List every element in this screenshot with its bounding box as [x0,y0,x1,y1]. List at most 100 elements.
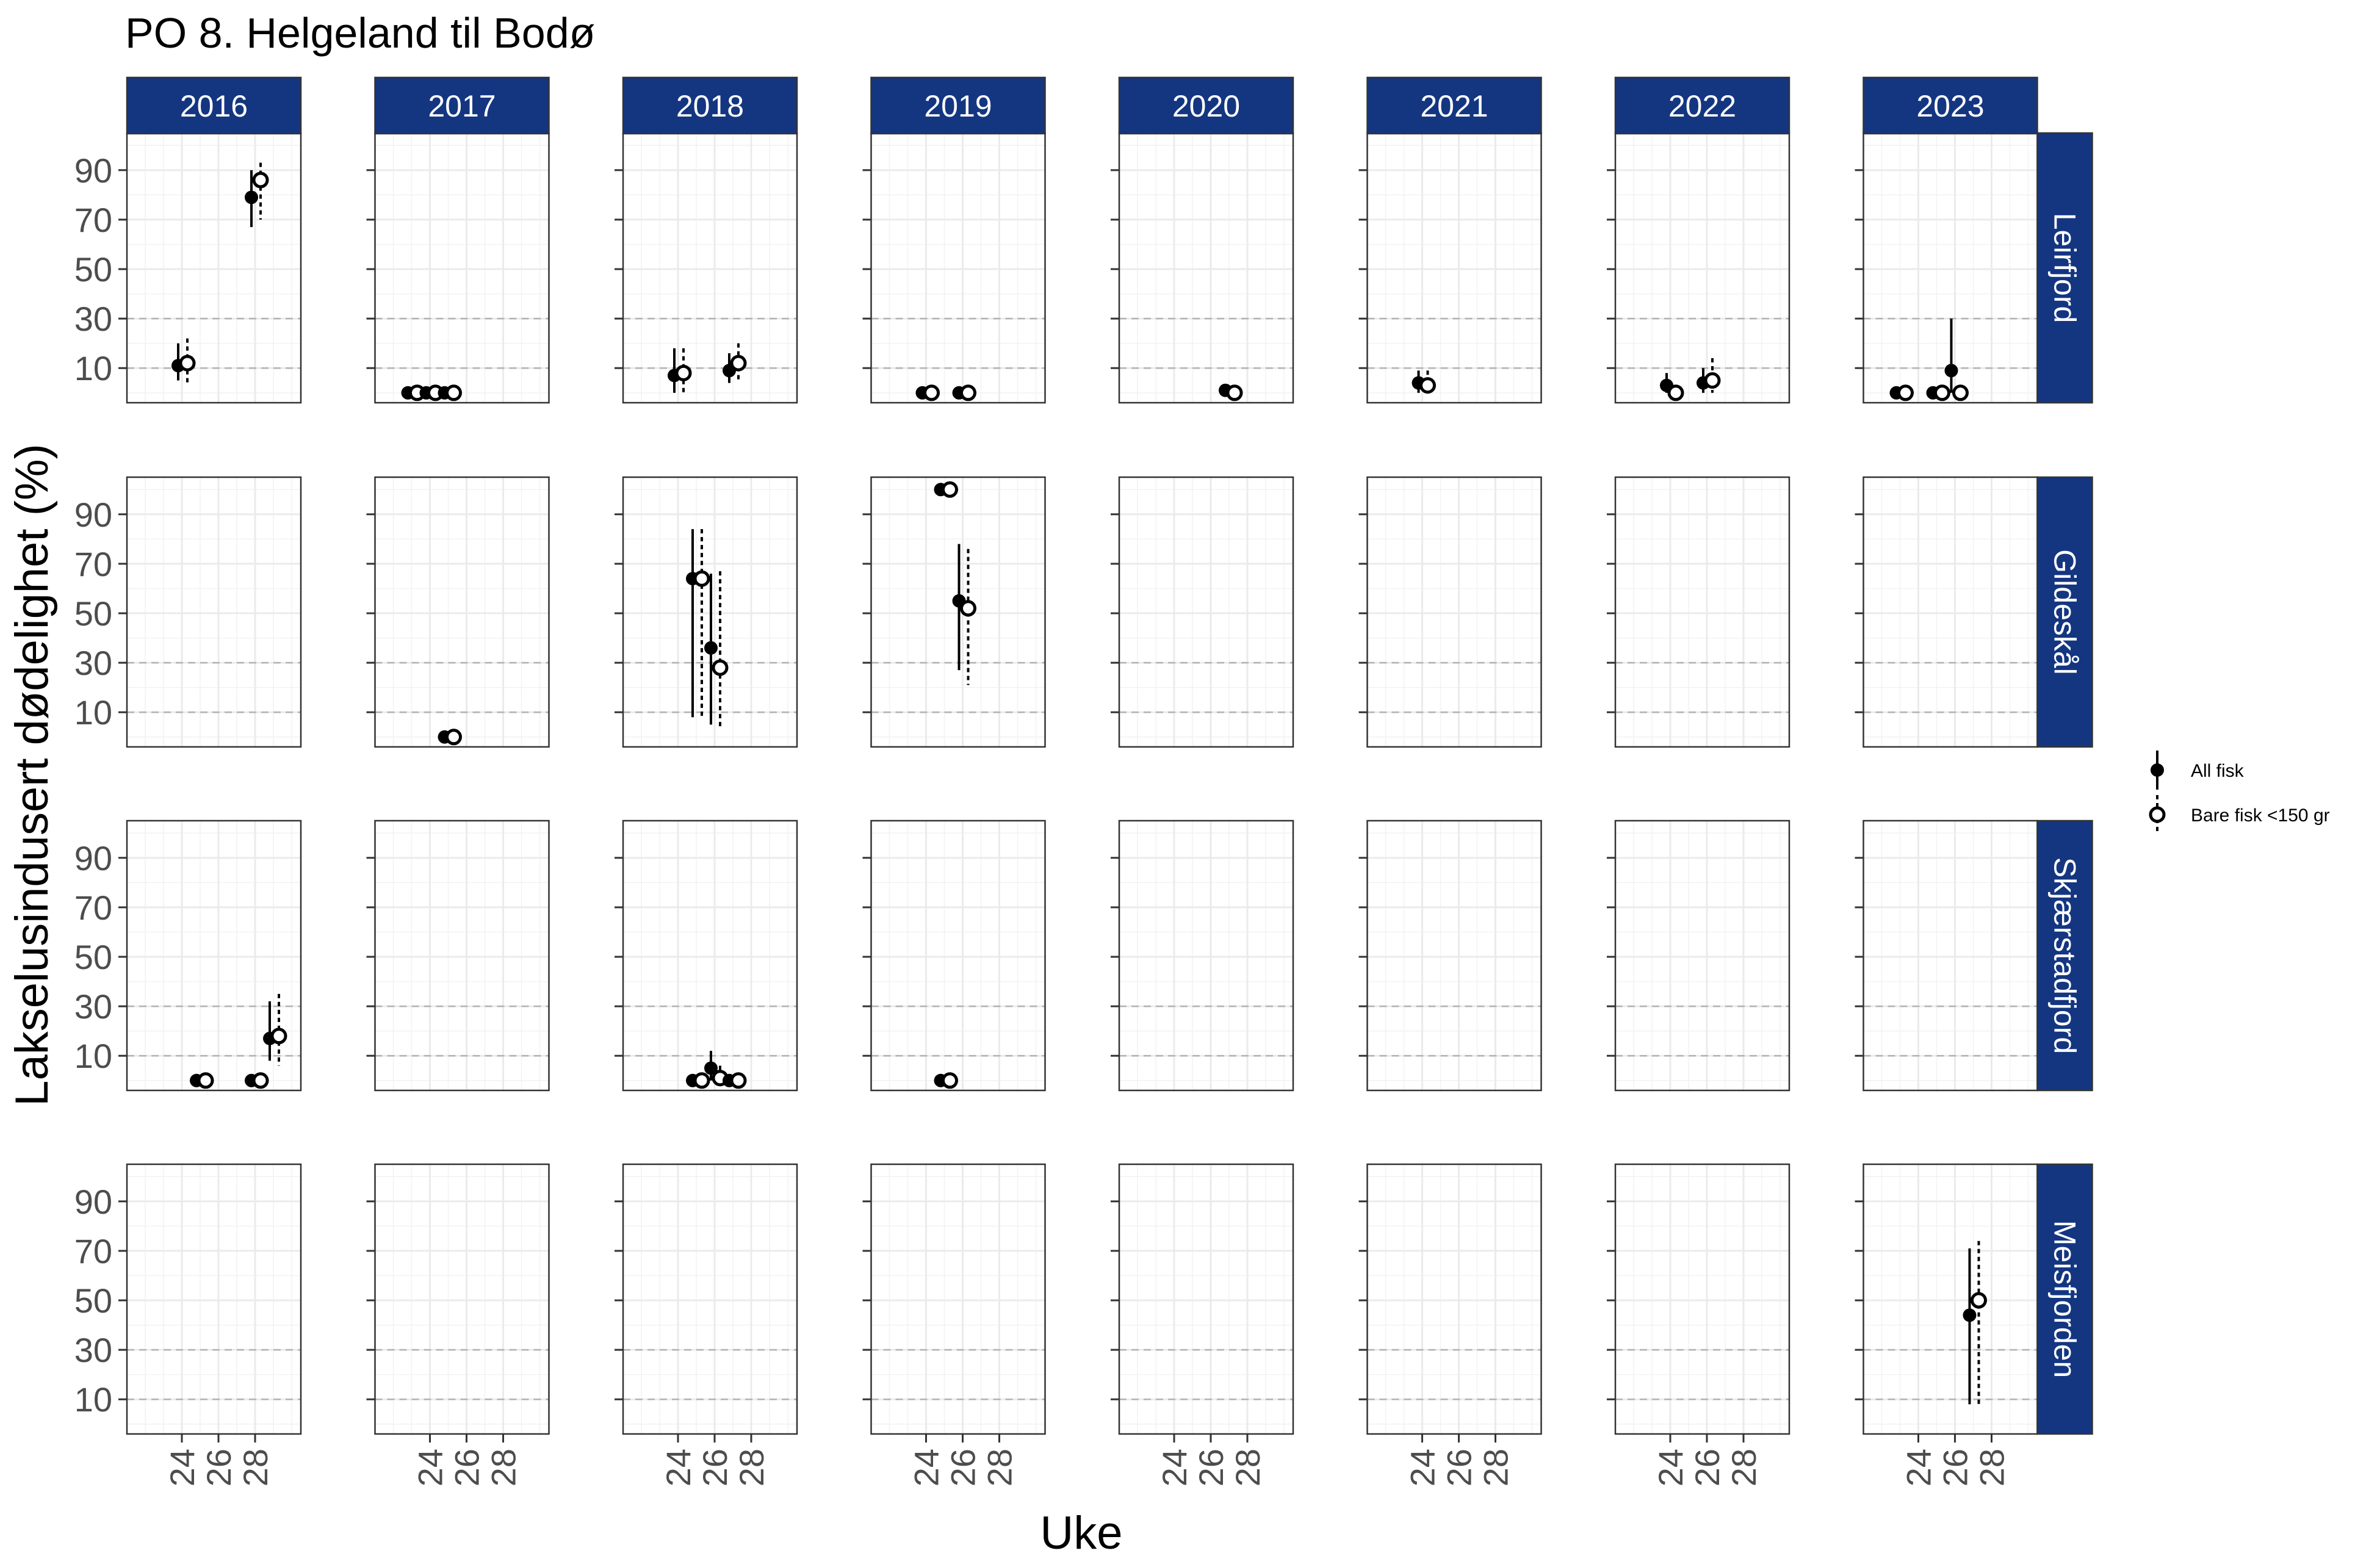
column-strip-label: 2019 [924,89,992,123]
column-strip [126,76,302,135]
panel-background [127,133,301,403]
panel-background [871,1164,1045,1434]
panel-border [1366,1163,1542,1435]
panel-background [1615,821,1789,1090]
panel-2022-Gildeskål [1607,476,1790,748]
data-point-bare-fisk [1419,377,1436,394]
panel-2019-Gildeskål [862,476,1046,748]
y-tick-label: 50 [74,250,112,289]
panel-2019-Skjærstadfjord [862,819,1046,1092]
column-strip [870,76,1046,135]
panel-background [871,133,1045,403]
column-strip [1118,76,1294,135]
legend-item-bare-fisk: Bare fisk <150 gr [2149,795,2330,834]
x-tick-label: 28 [1973,1449,2011,1486]
panel-border [870,819,1046,1092]
column-strip-2021: 2021 [1366,76,1542,135]
panel-background [623,821,797,1090]
data-point-bare-fisk [730,355,747,372]
y-tick-label: 10 [74,693,112,732]
x-tick-label: 28 [732,1449,771,1486]
x-tick-label: 24 [163,1449,201,1486]
legend-label: All fisk [2191,761,2245,781]
panel-background [375,821,549,1090]
data-point-bare-fisk [1897,384,1914,402]
row-strip-label: Meisfjorden [2048,1220,2082,1378]
x-tick-label: 26 [696,1449,734,1486]
row-strip [2036,1163,2093,1435]
legend-marker [2149,806,2166,823]
panel-border [126,819,302,1092]
data-point-bare-fisk [960,600,976,617]
data-point-bare-fisk [675,364,692,381]
y-tick-label: 10 [74,1380,112,1419]
panel-2023-Leirfjord: Leirfjord [1855,132,2093,404]
column-strip-2023: 2023 [1863,76,2038,135]
panel-background [1615,1164,1789,1434]
panel-background [1119,477,1293,747]
panel-border [374,819,550,1092]
data-point-bare-fisk [445,729,462,746]
y-tick-label: 90 [74,495,112,534]
panel-border [126,1163,302,1435]
panel-2017-Leirfjord [366,132,550,404]
data-point-all-fisk [1963,1308,1977,1322]
panel-background [127,821,301,1090]
data-point-bare-fisk [693,1072,710,1089]
column-strip-2020: 2020 [1118,76,1294,135]
panel-2018-Skjærstadfjord [615,819,798,1092]
data-point-bare-fisk [923,384,940,402]
chart-title: PO 8. Helgeland til Bodø [125,9,595,57]
x-tick-label: 28 [236,1449,275,1486]
data-point-bare-fisk [1226,384,1243,402]
row-strip-label: Leirfjord [2048,213,2082,323]
panel-background [1615,477,1789,747]
x-tick-label: 28 [1725,1449,1763,1486]
panel-border [1118,1163,1294,1435]
panel-background [1119,821,1293,1090]
row-strip-label: Gildeskål [2048,549,2082,675]
y-tick-label: 30 [74,1331,112,1369]
panel-border [870,1163,1046,1435]
column-strip-label: 2022 [1668,89,1736,123]
panel-background [375,477,549,747]
data-point-all-fisk [704,1061,718,1075]
y-tick-label: 70 [74,545,112,583]
x-tick-label: 24 [907,1449,946,1486]
panel-2022-Leirfjord [1607,132,1790,404]
data-point-bare-fisk [270,1028,287,1045]
panel-background [127,477,301,747]
y-tick-label: 90 [74,151,112,190]
column-strip-2019: 2019 [870,76,1046,135]
data-point-bare-fisk [960,384,976,402]
panel-2021-Leirfjord [1358,132,1542,404]
x-tick-label: 24 [1900,1449,1938,1486]
legend: All fisk Bare fisk <150 gr [2149,751,2330,834]
column-strip [622,76,798,135]
panel-background [1119,133,1293,403]
facet-grid: 10 30 50 70 90 Leirfjord 10 30 50 70 90 Gildeskål 10… [74,76,2093,1486]
column-strip [1614,76,1790,135]
panel-2022-Skjærstadfjord [1607,819,1790,1092]
panel-border [374,476,550,748]
row-strip-label: Skjærstadfjord [2048,857,2082,1054]
y-tick-label: 70 [74,201,112,239]
data-point-all-fisk [704,641,718,655]
x-tick-label: 26 [944,1449,983,1486]
data-point-bare-fisk [693,570,710,587]
data-point-bare-fisk [1934,384,1950,402]
panel-2016-Leirfjord: 10 30 50 70 90 [74,132,302,404]
x-tick-label: 24 [411,1449,450,1486]
x-tick-label: 24 [1404,1449,1442,1486]
x-tick-label: 24 [1155,1449,1194,1486]
panel-2021-Gildeskål [1358,476,1542,748]
panel-2020-Skjærstadfjord [1111,819,1294,1092]
panel-2016-Gildeskål: 10 30 50 70 90 [74,476,302,748]
x-tick-label: 26 [1440,1449,1479,1486]
panel-border [126,476,302,748]
x-tick-label: 28 [485,1449,523,1486]
